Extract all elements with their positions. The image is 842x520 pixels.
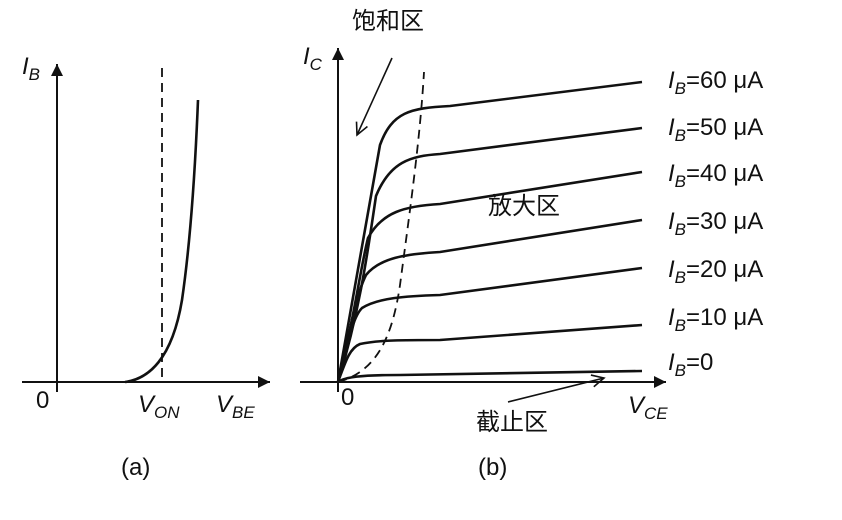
b-curve-label-ib-30: IB=30 μA <box>668 208 763 239</box>
figure-a: IB VBE 0 VON (a) <box>22 53 270 481</box>
b-curve-ib-60 <box>336 80 643 383</box>
b-caption: (b) <box>478 454 507 481</box>
a-y-axis-label: IB <box>22 53 40 84</box>
b-curve-label-ib-20: IB=20 μA <box>668 256 763 287</box>
a-input-curve <box>124 99 200 384</box>
b-saturation-region-label: 饱和区 <box>352 7 424 35</box>
b-curve-ib-20 <box>336 266 643 383</box>
b-curve-ib-10 <box>336 323 643 383</box>
b-saturation-boundary <box>337 71 425 383</box>
b-cutoff-region-label: 截止区 <box>476 408 548 436</box>
b-curve-label-ib-50: IB=50 μA <box>668 114 763 145</box>
b-saturation-pointer <box>355 57 393 137</box>
b-cutoff-pointer <box>507 374 606 403</box>
b-curve-label-ib-0: IB=0 <box>668 349 713 380</box>
figure-b: IC VCE 0 饱和区 放大区 截止区 <box>300 7 763 481</box>
a-threshold-label: VON <box>138 391 180 422</box>
b-curve-label-ib-40: IB=40 μA <box>668 160 763 191</box>
b-active-region-label: 放大区 <box>488 192 560 220</box>
b-curve-label-ib-60: IB=60 μA <box>668 67 763 98</box>
a-origin-label: 0 <box>36 387 49 414</box>
a-x-axis-label: VBE <box>216 391 255 422</box>
b-curve-label-ib-10: IB=10 μA <box>668 304 763 335</box>
a-caption: (a) <box>121 454 150 481</box>
b-y-axis-label: IC <box>303 43 323 74</box>
b-x-axis-label: VCE <box>628 392 668 423</box>
b-origin-label: 0 <box>341 384 354 411</box>
